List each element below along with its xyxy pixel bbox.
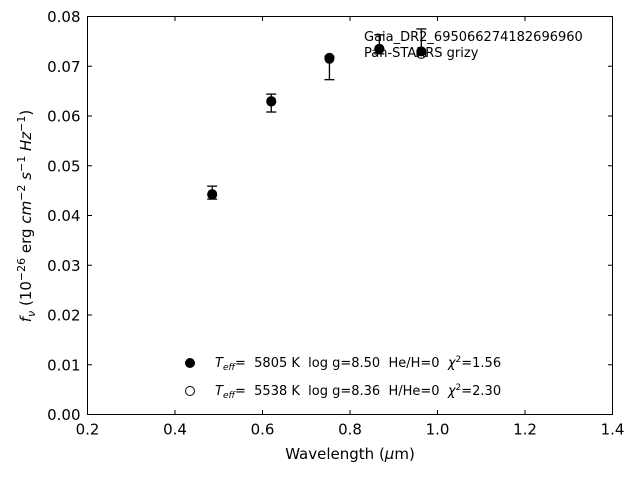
y-tick-label: 0.01: [47, 356, 80, 374]
object-name-annotation: Gaia_DR2_695066274182696960: [364, 30, 583, 45]
y-tick-label: 0.00: [47, 406, 80, 424]
legend-marker-open: [185, 386, 195, 396]
filled-marker: [324, 53, 335, 64]
legend: Teff= 5805 K log g=8.50 He/H=0 χ2=1.56 T…: [185, 355, 501, 401]
x-tick-label: 1.4: [601, 421, 625, 439]
axis-ticks: [87, 16, 613, 415]
y-tick-label: 0.08: [47, 8, 80, 26]
y-tick-labels: 0.00 0.01 0.02 0.03 0.04 0.05 0.06 0.07 0.08: [47, 8, 80, 424]
filled-marker: [374, 43, 385, 54]
x-tick-label: 1.0: [426, 421, 450, 439]
y-tick-label: 0.07: [47, 58, 80, 76]
y-tick-label: 0.06: [47, 108, 80, 126]
survey-annotation: Pan-STARRS grizy: [364, 46, 479, 61]
x-tick-label: 0.4: [163, 421, 187, 439]
y-tick-label: 0.04: [47, 207, 80, 225]
x-tick-label: 0.2: [76, 421, 100, 439]
y-axis-label: fν (10−26 erg cm−2 s−1 Hz−1): [15, 110, 38, 323]
plot-frame: [87, 16, 613, 415]
x-tick-label: 1.2: [513, 421, 537, 439]
legend-marker-filled: [185, 358, 195, 368]
y-tick-label: 0.03: [47, 257, 80, 275]
y-tick-label: 0.02: [47, 307, 80, 325]
x-tick-labels: 0.2 0.4 0.6 0.8 1.0 1.2 1.4: [76, 421, 625, 439]
x-tick-label: 0.8: [338, 421, 362, 439]
filled-marker: [416, 46, 427, 57]
x-tick-label: 0.6: [251, 421, 275, 439]
legend-label-filled: Teff= 5805 K log g=8.50 He/H=0 χ2=1.56: [215, 355, 501, 373]
filled-marker: [207, 189, 218, 200]
x-axis-label: Wavelength (μm): [285, 445, 415, 463]
legend-label-open: Teff= 5538 K log g=8.36 H/He=0 χ2=2.30: [215, 383, 501, 401]
data-markers: [207, 43, 427, 200]
y-tick-label: 0.05: [47, 157, 80, 175]
filled-marker: [266, 96, 277, 107]
